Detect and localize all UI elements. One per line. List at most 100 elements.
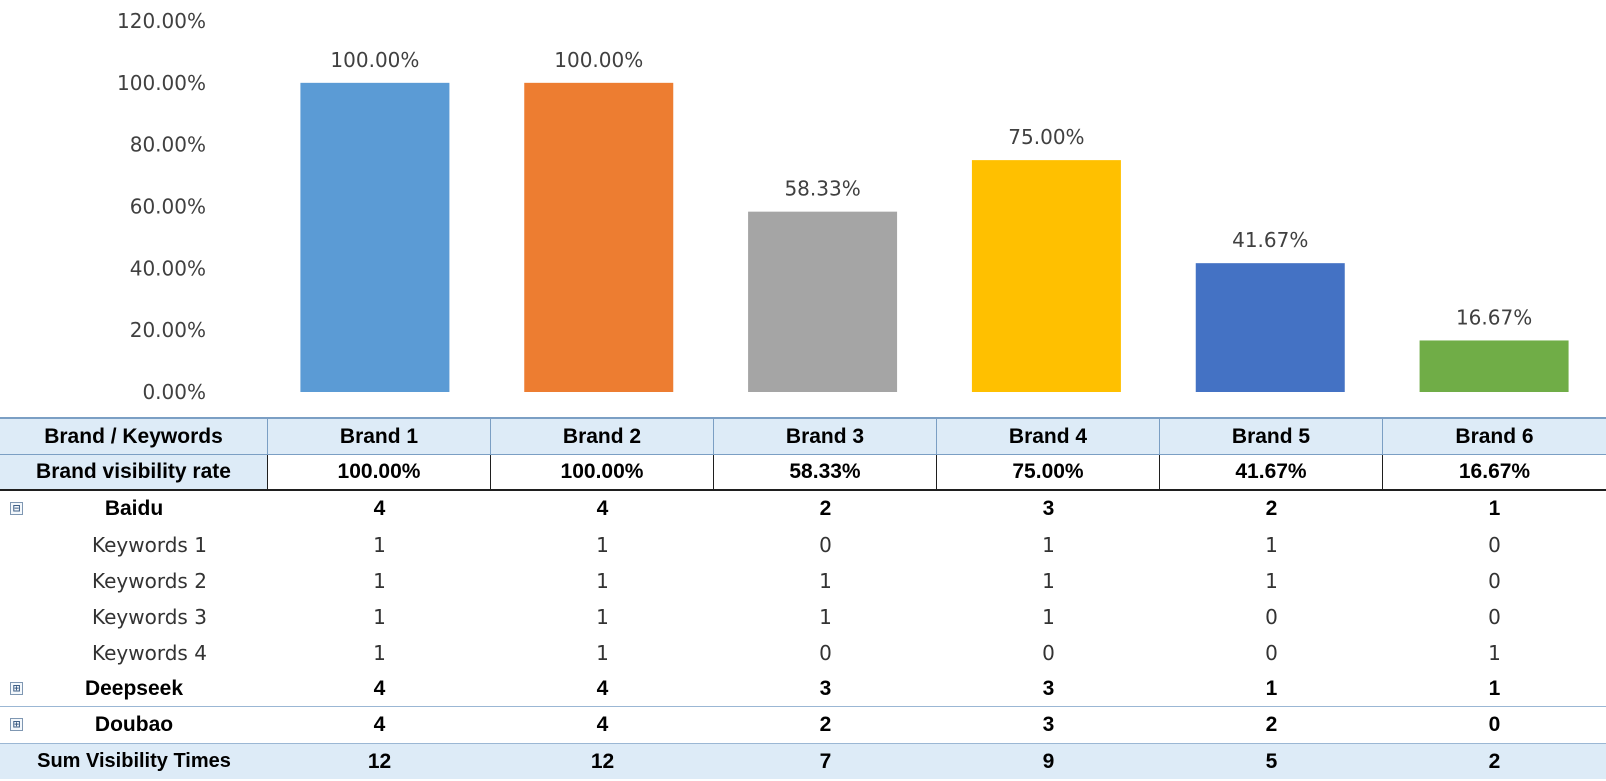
table-cell[interactable]: 12 <box>367 749 392 773</box>
rate-brand-3[interactable]: 58.33% <box>714 455 937 489</box>
bar-brand-1[interactable] <box>300 82 450 392</box>
bar-brand-2[interactable] <box>524 82 674 392</box>
keyword-label[interactable]: Keywords 1 <box>92 533 207 557</box>
table-cell[interactable]: 1 <box>1488 641 1501 665</box>
table-cell[interactable]: 0 <box>1265 605 1278 629</box>
expand-icon[interactable]: ⊞ <box>10 718 23 731</box>
table-cell[interactable]: 2 <box>1488 749 1501 773</box>
table-cell[interactable]: 4 <box>596 497 609 520</box>
header-brand-1[interactable]: Brand 1 <box>268 419 491 454</box>
header-brand-2[interactable]: Brand 2 <box>491 419 714 454</box>
table-cell[interactable]: 9 <box>1042 749 1055 773</box>
rate-brand-6[interactable]: 16.67% <box>1458 460 1531 483</box>
group-name: Doubao <box>94 713 174 736</box>
table-cell[interactable]: 1 <box>373 569 386 593</box>
table-cell[interactable]: 1 <box>1488 676 1501 700</box>
rate-brand-1[interactable]: 100.00% <box>268 455 491 489</box>
group-row-deepseek: ⊞ Deepseek 4 4 3 3 1 1 <box>0 671 1606 707</box>
bar-brand-6[interactable] <box>1419 340 1569 392</box>
table-cell[interactable]: 3 <box>1042 676 1055 700</box>
header-row: Brand / Keywords Brand 1 Brand 2 Brand 3… <box>0 419 1606 455</box>
keyword-label[interactable]: Keywords 3 <box>92 605 207 629</box>
group-name: Baidu <box>104 497 164 520</box>
rate-brand-4[interactable]: 75.00% <box>937 455 1160 489</box>
data-label: 75.00% <box>1008 125 1084 149</box>
table-cell[interactable]: 0 <box>1265 641 1278 665</box>
group-label-doubao[interactable]: ⊞ Doubao <box>0 707 268 743</box>
keyword-label[interactable]: Keywords 2 <box>92 569 207 593</box>
header-brand-4[interactable]: Brand 4 <box>937 419 1160 454</box>
table-cell[interactable]: 1 <box>373 533 386 557</box>
table-cell[interactable]: 3 <box>1042 497 1055 520</box>
total-label[interactable]: Sum Visibility Times <box>37 750 231 772</box>
table-cell[interactable]: 1 <box>1042 569 1055 593</box>
table-cell[interactable]: 3 <box>819 676 832 700</box>
expand-icon[interactable]: ⊞ <box>10 682 23 695</box>
table-cell[interactable]: 1 <box>819 605 832 629</box>
group-name: Deepseek <box>84 676 184 700</box>
header-brand-3[interactable]: Brand 3 <box>714 419 937 454</box>
y-tick-label: 120.00% <box>117 9 206 33</box>
table-cell[interactable]: 4 <box>596 676 609 700</box>
visibility-rate-row: Brand visibility rate 100.00% 100.00% 58… <box>0 455 1606 491</box>
group-row-doubao: ⊞ Doubao 4 4 2 3 2 0 <box>0 707 1606 743</box>
data-label: 58.33% <box>784 177 860 201</box>
keyword-row-2: Keywords 2 1 1 1 1 1 0 <box>0 563 1606 599</box>
table-cell[interactable]: 1 <box>596 641 609 665</box>
table-cell[interactable]: 0 <box>1488 569 1501 593</box>
keyword-row-1: Keywords 1 1 1 0 1 1 0 <box>0 527 1606 563</box>
table-cell[interactable]: 1 <box>819 569 832 593</box>
table-cell[interactable]: 4 <box>373 676 386 700</box>
data-label: 16.67% <box>1456 305 1532 329</box>
rate-brand-2[interactable]: 100.00% <box>491 455 714 489</box>
table-cell[interactable]: 2 <box>1265 713 1278 736</box>
table-cell[interactable]: 2 <box>819 497 832 520</box>
rate-label[interactable]: Brand visibility rate <box>0 455 268 489</box>
table-cell[interactable]: 4 <box>373 713 386 736</box>
table-cell[interactable]: 1 <box>596 533 609 557</box>
group-label-baidu[interactable]: ⊟ Baidu <box>0 491 268 527</box>
data-label: 100.00% <box>330 48 419 72</box>
table-cell[interactable]: 1 <box>373 641 386 665</box>
table-cell[interactable]: 1 <box>596 569 609 593</box>
keyword-row-3: Keywords 3 1 1 1 1 0 0 <box>0 599 1606 635</box>
table-cell[interactable]: 1 <box>1042 605 1055 629</box>
y-tick-label: 0.00% <box>142 380 206 404</box>
table-cell[interactable]: 1 <box>1265 569 1278 593</box>
header-brand-5[interactable]: Brand 5 <box>1160 419 1383 454</box>
table-cell[interactable]: 2 <box>1265 497 1278 520</box>
table-cell[interactable]: 0 <box>1488 533 1501 557</box>
collapse-icon[interactable]: ⊟ <box>10 502 23 515</box>
header-brand-keywords[interactable]: Brand / Keywords <box>0 419 268 454</box>
table-cell[interactable]: 7 <box>819 749 832 773</box>
table-cell[interactable]: 0 <box>1488 605 1501 629</box>
table-cell[interactable]: 5 <box>1265 749 1278 773</box>
table-cell[interactable]: 1 <box>1265 533 1278 557</box>
table-cell[interactable]: 1 <box>1488 497 1501 520</box>
chart-svg: 0.00% 20.00% 40.00% 60.00% 80.00% 100.00% 120.… <box>117 9 1569 404</box>
table-cell[interactable]: 4 <box>373 497 386 520</box>
y-tick-label: 60.00% <box>130 195 206 219</box>
bar-brand-3[interactable] <box>748 211 898 392</box>
group-label-deepseek[interactable]: ⊞ Deepseek <box>0 671 268 706</box>
table-cell[interactable]: 1 <box>596 605 609 629</box>
table-cell[interactable]: 0 <box>1042 641 1055 665</box>
header-brand-6[interactable]: Brand 6 <box>1455 424 1534 448</box>
table-cell[interactable]: 3 <box>1042 713 1055 736</box>
table-cell[interactable]: 4 <box>596 713 609 736</box>
table-cell[interactable]: 12 <box>590 749 615 773</box>
table-cell[interactable]: 1 <box>373 605 386 629</box>
table-cell[interactable]: 2 <box>819 713 832 736</box>
keyword-label[interactable]: Keywords 4 <box>92 641 207 665</box>
table-cell[interactable]: 1 <box>1265 676 1278 700</box>
y-tick-label: 80.00% <box>130 133 206 157</box>
table-cell[interactable]: 0 <box>819 533 832 557</box>
table-cell[interactable]: 0 <box>819 641 832 665</box>
visibility-bar-chart: 0.00% 20.00% 40.00% 60.00% 80.00% 100.00% 120.… <box>117 9 1569 404</box>
bar-brand-4[interactable] <box>971 160 1121 392</box>
bar-brand-5[interactable] <box>1195 263 1345 392</box>
table-cell[interactable]: 0 <box>1488 713 1501 736</box>
table-cell[interactable]: 1 <box>1042 533 1055 557</box>
data-label: 100.00% <box>554 48 643 72</box>
rate-brand-5[interactable]: 41.67% <box>1160 455 1383 489</box>
